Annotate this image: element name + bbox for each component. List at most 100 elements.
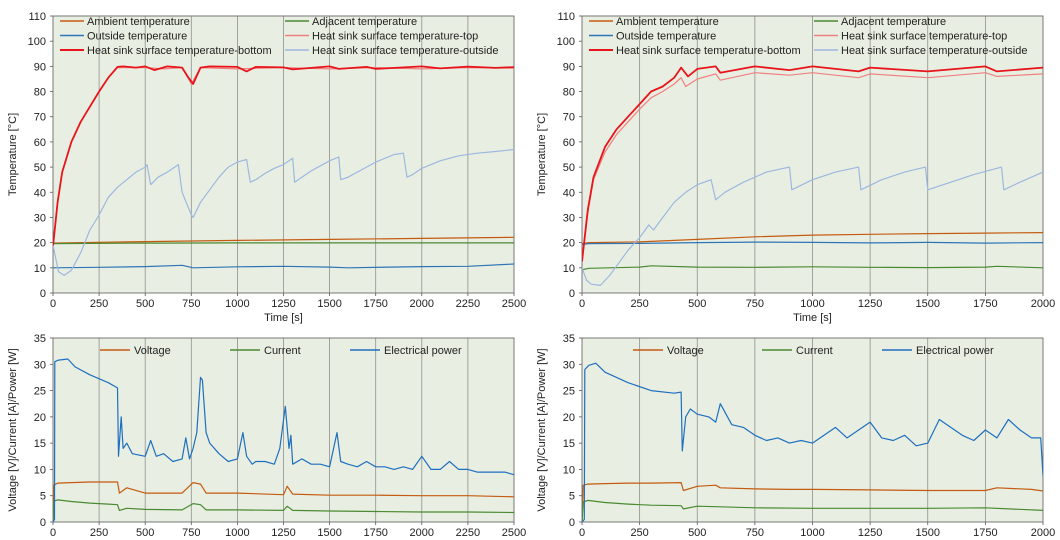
y-tick-label: 10 [563, 464, 575, 476]
y-axis-label: Voltage [V]/Current [A]/Power [W] [7, 348, 19, 511]
x-tick-label: 250 [90, 298, 108, 310]
x-tick-label: 1000 [800, 527, 824, 539]
x-tick-label: 750 [182, 527, 200, 539]
series-line-adjacent [53, 242, 514, 245]
x-tick-label: 500 [136, 298, 154, 310]
x-tick-label: 750 [746, 298, 764, 310]
x-tick-label: 2000 [1031, 298, 1055, 310]
plot-frame [581, 337, 1044, 523]
series-line-power [582, 362, 1043, 522]
y-tick-label: 70 [34, 112, 46, 124]
y-tick-label: 35 [563, 333, 575, 345]
y-tick-label: 40 [563, 187, 575, 199]
x-tick-label: 0 [50, 298, 56, 310]
y-tick-label: 10 [34, 464, 46, 476]
x-tick-label: 0 [579, 298, 585, 310]
y-tick-label: 100 [557, 36, 575, 48]
y-tick-label: 30 [563, 359, 575, 371]
series-line-voltage [53, 481, 514, 522]
legend-entry: Electrical power [384, 345, 462, 357]
legend: Voltage Current Electrical power [633, 345, 994, 357]
chart-top-left: 0 250 500 750 1000 1250 1500 1750 2000 2250 2500 0 1… [7, 11, 526, 324]
series-line-hs-bottom [582, 65, 1043, 262]
legend: Ambient temperature Adjacent temperature O… [589, 16, 1027, 57]
y-tick-label: 0 [569, 288, 575, 300]
y-tick-label: 110 [28, 11, 46, 23]
y-tick-label: 20 [34, 238, 46, 250]
x-tick-label: 1750 [363, 298, 387, 310]
y-tick-label: 20 [563, 412, 575, 424]
y-tick-label: 70 [563, 112, 575, 124]
legend-entry: Voltage [134, 345, 171, 357]
y-tick-label: 0 [40, 288, 46, 300]
y-tick-label: 20 [563, 238, 575, 250]
y-tick-label: 60 [563, 137, 575, 149]
series-line-hs-bottom [53, 65, 514, 247]
y-axis-label: Temperature [°C] [536, 113, 548, 196]
plot-frame [52, 337, 515, 523]
x-tick-label: 1500 [317, 527, 341, 539]
legend-entry: Heat sink surface temperature-outside [841, 45, 1027, 57]
series-line-adjacent [582, 265, 1043, 271]
x-tick-label: 250 [630, 527, 648, 539]
series-line-outside [582, 241, 1043, 245]
legend: Voltage Current Electrical power [100, 345, 462, 357]
plot-frame [581, 15, 1044, 294]
x-tick-label: 1500 [916, 298, 940, 310]
series-line-voltage [582, 482, 1043, 522]
y-axis-label: Temperature [°C] [7, 113, 19, 196]
y-tick-label: 15 [34, 438, 46, 450]
series-line-outside [53, 263, 514, 269]
legend-entry: Voltage [667, 345, 704, 357]
series-line-ambient [582, 232, 1043, 245]
legend-entry: Ambient temperature [87, 16, 190, 28]
x-axis-label: Time [s] [264, 312, 303, 324]
x-tick-label: 1250 [271, 298, 295, 310]
legend-entry: Ambient temperature [616, 16, 719, 28]
x-tick-label: 1000 [800, 298, 824, 310]
y-tick-label: 30 [563, 212, 575, 224]
y-tick-label: 0 [569, 517, 575, 529]
y-tick-label: 100 [28, 36, 46, 48]
legend-entry: Heat sink surface temperature-outside [312, 45, 498, 57]
x-tick-label: 750 [182, 298, 200, 310]
y-tick-label: 10 [563, 263, 575, 275]
y-tick-label: 35 [34, 333, 46, 345]
x-tick-label: 1750 [363, 527, 387, 539]
x-tick-label: 1250 [858, 527, 882, 539]
y-tick-label: 110 [557, 11, 575, 23]
legend: Ambient temperature Adjacent temperature O… [60, 16, 498, 57]
y-tick-label: 90 [563, 61, 575, 73]
x-tick-label: 1500 [916, 527, 940, 539]
legend-entry: Adjacent temperature [841, 16, 946, 28]
y-tick-label: 25 [563, 386, 575, 398]
x-tick-label: 250 [90, 527, 108, 539]
x-tick-label: 1750 [973, 298, 997, 310]
legend-entry: Current [264, 345, 301, 357]
series-line-hs-outside [582, 166, 1043, 286]
x-tick-label: 500 [136, 527, 154, 539]
y-tick-label: 0 [40, 517, 46, 529]
x-tick-label: 1250 [858, 298, 882, 310]
x-tick-label: 500 [688, 527, 706, 539]
chart-bottom-right: 0 250 500 750 1000 1250 1500 1750 2000 0 5 10 15 20 25… [536, 333, 1055, 539]
legend-entry: Heat sink surface temperature-bottom [616, 45, 801, 57]
y-tick-label: 25 [34, 386, 46, 398]
series-line-current [582, 499, 1043, 522]
x-axis-label: Time [s] [793, 312, 832, 324]
legend-entry: Outside temperature [616, 31, 716, 43]
x-tick-label: 2000 [1031, 527, 1055, 539]
chart-bottom-left: 0 250 500 750 1000 1250 1500 1750 2000 2250 2500 0 5… [7, 333, 526, 539]
x-tick-label: 1250 [271, 527, 295, 539]
y-tick-label: 60 [34, 137, 46, 149]
legend-entry: Heat sink surface temperature-bottom [87, 45, 272, 57]
y-tick-label: 15 [563, 438, 575, 450]
x-tick-label: 2250 [456, 298, 480, 310]
x-tick-label: 2500 [502, 298, 526, 310]
plot-frame [52, 15, 515, 294]
x-tick-label: 750 [746, 527, 764, 539]
y-axis-label: Voltage [V]/Current [A]/Power [W] [536, 348, 548, 511]
y-tick-label: 5 [40, 491, 46, 503]
y-tick-label: 30 [34, 359, 46, 371]
y-tick-label: 80 [563, 87, 575, 99]
